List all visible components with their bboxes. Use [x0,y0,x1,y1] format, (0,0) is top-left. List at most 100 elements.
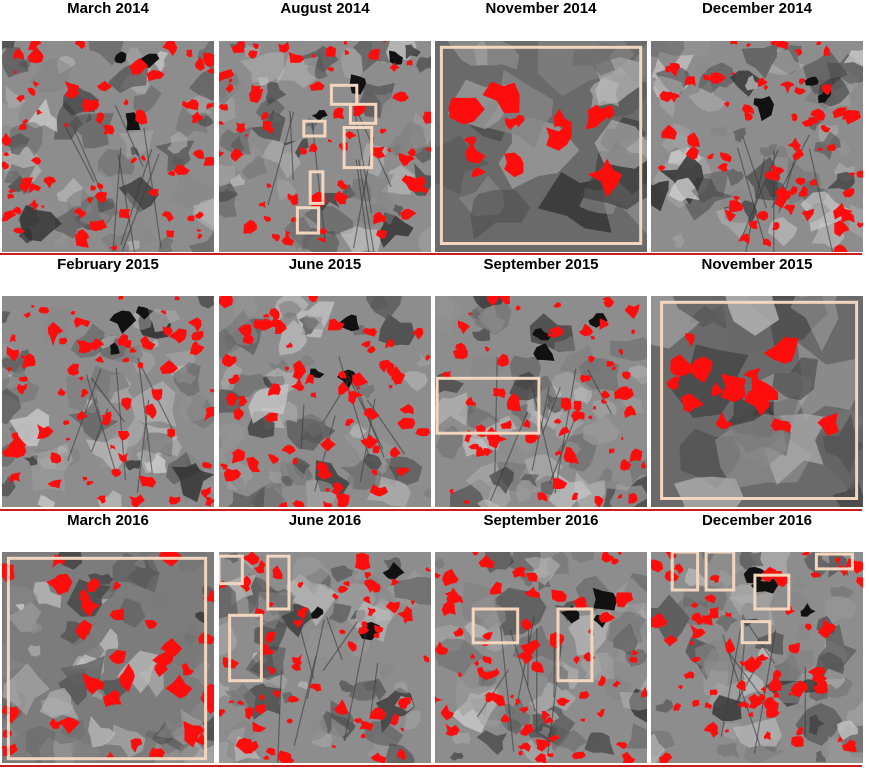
annotation-box [228,613,263,683]
red-highlight-region [396,748,406,759]
terrain-texture [592,399,618,421]
red-highlight-region [752,220,758,224]
terrain-texture [394,681,408,694]
red-highlight-region [228,78,233,83]
red-highlight-region [617,494,623,499]
terrain-texture [354,204,389,227]
terrain-texture [470,189,531,240]
red-highlight-region [463,136,477,150]
red-highlight-region [168,496,181,505]
drainage-line [300,404,305,450]
red-highlight-region [243,219,257,234]
terrain-texture [219,328,237,363]
red-highlight-region [485,692,493,703]
annotation-box [6,556,208,761]
red-highlight-region [689,624,706,639]
red-highlight-region [363,408,380,421]
terrain-texture [265,78,287,106]
red-highlight-region [728,200,743,213]
red-highlight-region [788,691,792,696]
red-highlight-region [373,216,383,225]
red-highlight-region [517,742,531,752]
water-body [114,51,127,64]
red-highlight-region [129,347,137,353]
red-highlight-region [531,661,544,673]
red-highlight-region [46,573,73,595]
red-highlight-region [288,51,305,63]
terrain-texture [469,353,504,382]
drainage-line [531,387,550,471]
annotation-box [348,102,378,125]
red-highlight-region [486,296,500,306]
red-highlight-region [658,165,666,172]
red-highlight-region [379,128,387,134]
red-highlight-region [204,496,214,507]
red-highlight-region [435,572,441,579]
terrain-texture [297,681,309,690]
red-highlight-region [358,626,370,635]
red-highlight-region [65,437,71,441]
red-highlight-region [659,752,673,763]
red-highlight-region [252,43,259,49]
red-highlight-region [518,750,524,756]
terrain-texture [405,44,421,60]
red-highlight-region [772,221,780,231]
red-highlight-region [631,649,640,656]
red-highlight-region [67,363,80,376]
drainage-line [358,159,375,252]
red-highlight-region [598,675,606,687]
red-highlight-region [857,221,863,228]
satellite-image-panel [2,552,214,763]
red-highlight-region [296,609,307,620]
red-highlight-region [812,680,829,694]
red-highlight-region [704,594,717,604]
red-highlight-region [236,122,246,134]
red-highlight-region [33,80,40,88]
red-highlight-region [43,176,57,189]
red-highlight-region [440,704,455,721]
red-highlight-region [435,641,449,655]
red-highlight-region [517,652,533,665]
red-highlight-region [845,558,863,574]
terrain-texture [34,448,50,459]
drainage-line [289,110,294,181]
terrain-texture [303,205,354,235]
terrain-texture [602,675,632,701]
terrain-texture [423,489,431,499]
terrain-texture [744,75,759,91]
red-highlight-region [455,342,467,354]
red-highlight-region [407,148,416,157]
red-highlight-region [472,552,479,556]
red-highlight-region [101,414,113,426]
terrain-texture [56,55,76,75]
terrain-texture [435,135,490,195]
red-highlight-region [711,382,723,396]
red-highlight-region [272,233,280,242]
red-highlight-region [741,104,755,115]
red-highlight-region [22,119,29,124]
terrain-texture [245,645,286,679]
red-highlight-region [308,296,319,303]
red-highlight-region [109,608,125,621]
drainage-line [293,655,317,746]
drainage-line [277,671,282,763]
red-highlight-region [168,328,187,344]
terrain-texture [571,43,618,76]
drainage-line [489,411,528,502]
red-highlight-region [235,737,253,750]
red-highlight-region [140,335,156,350]
red-highlight-region [370,752,387,763]
red-highlight-region [292,360,307,381]
red-highlight-region [196,229,202,232]
terrain-texture [815,750,826,763]
terrain-texture [220,363,243,393]
red-highlight-region [28,183,42,194]
terrain-texture [189,68,214,101]
red-highlight-region [337,180,348,190]
terrain-texture [348,636,371,658]
terrain-texture [418,225,431,252]
red-highlight-region [509,114,525,128]
terrain-texture [265,367,299,397]
red-highlight-region [102,689,122,707]
red-highlight-region [161,211,174,222]
